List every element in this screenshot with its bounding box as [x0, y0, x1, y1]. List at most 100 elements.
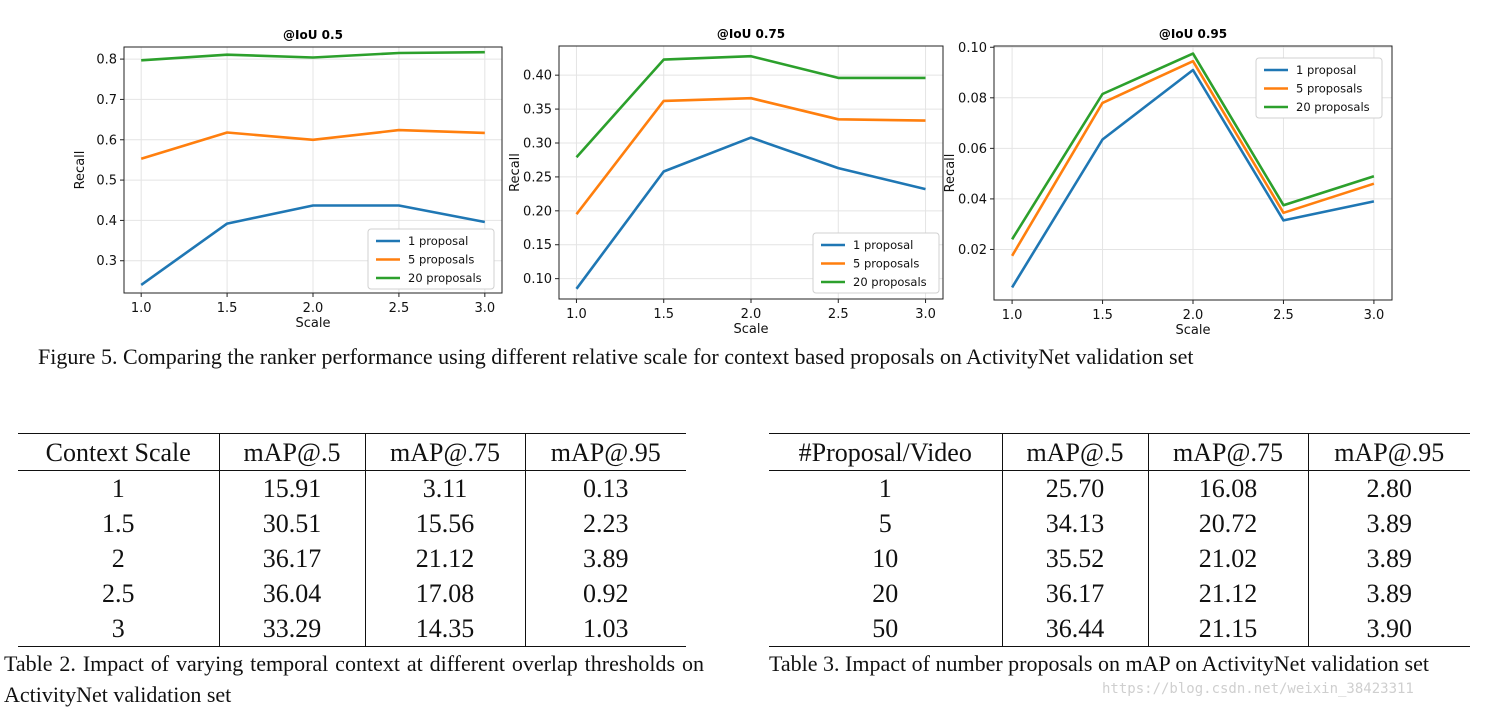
table-row: 1.5 30.51 15.56 2.23 — [18, 506, 686, 541]
legend-label: 1 proposal — [1296, 63, 1356, 77]
x-axis-label: Scale — [296, 316, 331, 331]
line-chart-3: 1.0 1.5 2.0 2.5 3.0 0.02 0.04 0.06 0.08 0.10 @IoU … — [943, 27, 1393, 338]
y-tick-label: 0.30 — [523, 136, 552, 151]
legend-box — [367, 228, 495, 290]
column-header: Context Scale — [18, 433, 219, 471]
table-row: 2 36.17 21.12 3.89 — [18, 541, 686, 576]
column-header: #Proposal/Video — [769, 433, 1002, 471]
table-row: 5 34.13 20.72 3.89 — [769, 506, 1470, 541]
table-cell: 16.08 — [1147, 470, 1308, 506]
x-tick-label: 1.0 — [566, 307, 587, 322]
x-tick-label: 1.5 — [653, 307, 674, 322]
legend: 1 proposal 5 proposals 20 proposals — [367, 228, 495, 290]
table-cell: 21.02 — [1147, 541, 1308, 576]
column-header: mAP@.95 — [1307, 433, 1470, 471]
table-cell: 35.52 — [1001, 541, 1148, 576]
legend: 1 proposal 5 proposals 20 proposals — [1255, 57, 1383, 119]
table-cell: 1 — [111, 474, 125, 503]
table-cell: 3.89 — [1307, 506, 1470, 541]
y-tick-label: 0.4 — [96, 214, 117, 229]
table-cell: 3.90 — [1307, 611, 1470, 647]
y-axis-label: Recall — [943, 154, 958, 193]
watermark: https://blog.csdn.net/weixin_38423311 — [1102, 681, 1414, 697]
y-tick-label: 0.40 — [523, 69, 552, 84]
table2-caption: Table 2. Impact of varying temporal cont… — [4, 651, 704, 707]
column-header: mAP@.75 — [1147, 433, 1308, 471]
table-cell: 17.08 — [364, 576, 525, 611]
series-line-1 — [140, 204, 486, 286]
table-row: 10 35.52 21.02 3.89 — [769, 541, 1470, 576]
table-cell: 21.12 — [364, 541, 525, 576]
table-cell: 36.17 — [218, 541, 365, 576]
table-cell: 3.11 — [364, 470, 525, 506]
table-cell: 5 — [878, 509, 892, 538]
table-cell: 2.5 — [102, 579, 135, 608]
y-tick-label: 0.06 — [958, 142, 987, 157]
table-cell: 2 — [111, 544, 125, 573]
context-scale-table: Context Scale mAP@.5 mAP@.75 mAP@.95 1 15.91… — [18, 433, 686, 647]
x-axis-label: Scale — [734, 322, 769, 337]
table-row: 2.5 36.04 17.08 0.92 — [18, 576, 686, 611]
table-cell: 36.17 — [1001, 576, 1148, 611]
y-axis-label: Recall — [508, 153, 523, 192]
table-cell: 15.91 — [218, 470, 365, 506]
y-tick-label: 0.3 — [96, 254, 117, 269]
y-tick-label: 0.04 — [958, 192, 987, 207]
table-cell: 3 — [111, 614, 125, 643]
y-tick-label: 0.15 — [523, 238, 552, 253]
series-line-3 — [575, 54, 926, 159]
table-cell: 0.13 — [524, 470, 686, 506]
chart-title: @IoU 0.75 — [717, 27, 785, 41]
series-line-3 — [1010, 52, 1375, 240]
series-line-2 — [1010, 59, 1375, 257]
table-cell: 1.03 — [524, 611, 686, 647]
x-tick-label: 1.0 — [131, 301, 152, 316]
y-tick-label: 0.7 — [96, 93, 117, 108]
table-row: 1 25.70 16.08 2.80 — [769, 470, 1470, 506]
table-cell: 10 — [872, 544, 899, 573]
legend-label: 20 proposals — [408, 271, 482, 285]
x-tick-label: 1.0 — [1002, 308, 1023, 323]
y-tick-label: 0.25 — [523, 170, 552, 185]
line-chart-2: 1.0 1.5 2.0 2.5 3.0 0.10 0.15 0.20 0.25 0.30 0.35 0… — [508, 27, 944, 337]
table-cell: 36.44 — [1001, 611, 1148, 647]
y-tick-label: 0.08 — [958, 91, 987, 106]
figure-caption: Figure 5. Comparing the ranker performan… — [38, 344, 1194, 369]
column-header: mAP@.5 — [1001, 433, 1148, 471]
legend-label: 5 proposals — [408, 253, 474, 267]
proposals-per-video-table: #Proposal/Video mAP@.5 mAP@.75 mAP@.95 1 25.… — [769, 433, 1470, 647]
table-cell: 3.89 — [1307, 576, 1470, 611]
table-cell: 21.15 — [1147, 611, 1308, 647]
y-tick-label: 0.10 — [958, 41, 987, 56]
y-tick-label: 0.20 — [523, 204, 552, 219]
line-chart-1: 1.0 1.5 2.0 2.5 3.0 0.3 0.4 0.5 0.6 0.7 0.8 @IoU 0.… — [73, 28, 503, 331]
y-tick-label: 0.8 — [96, 53, 117, 68]
y-tick-label: 0.5 — [96, 174, 117, 189]
table-cell: 14.35 — [364, 611, 525, 647]
table-row: 1 15.91 3.11 0.13 — [18, 470, 686, 506]
legend-label: 5 proposals — [853, 257, 919, 271]
series-line-3 — [141, 50, 485, 62]
table-row: 50 36.44 21.15 3.90 — [769, 611, 1470, 647]
plot-frame — [558, 45, 944, 300]
table-cell: 1 — [878, 474, 892, 503]
plot-frame — [993, 45, 1393, 301]
table-row: 3 33.29 14.35 1.03 — [18, 611, 686, 647]
table-header-row: #Proposal/Video mAP@.5 mAP@.75 mAP@.95 — [769, 433, 1470, 471]
x-tick-label: 2.0 — [303, 301, 324, 316]
column-header: mAP@.5 — [218, 433, 365, 471]
series-line-1 — [575, 136, 926, 290]
table-cell: 2.80 — [1307, 470, 1470, 506]
x-axis-label: Scale — [1176, 323, 1211, 338]
series-line-2 — [575, 96, 926, 215]
table-cell: 36.04 — [218, 576, 365, 611]
table-header-row: Context Scale mAP@.5 mAP@.75 mAP@.95 — [18, 433, 686, 471]
table-cell: 15.56 — [364, 506, 525, 541]
legend-label: 1 proposal — [853, 238, 913, 252]
x-tick-label: 3.0 — [474, 301, 495, 316]
table-row: 20 36.17 21.12 3.89 — [769, 576, 1470, 611]
table-cell: 33.29 — [218, 611, 365, 647]
table-cell: 1.5 — [102, 509, 135, 538]
table-cell: 3.89 — [524, 541, 686, 576]
legend-label: 5 proposals — [1296, 82, 1362, 96]
